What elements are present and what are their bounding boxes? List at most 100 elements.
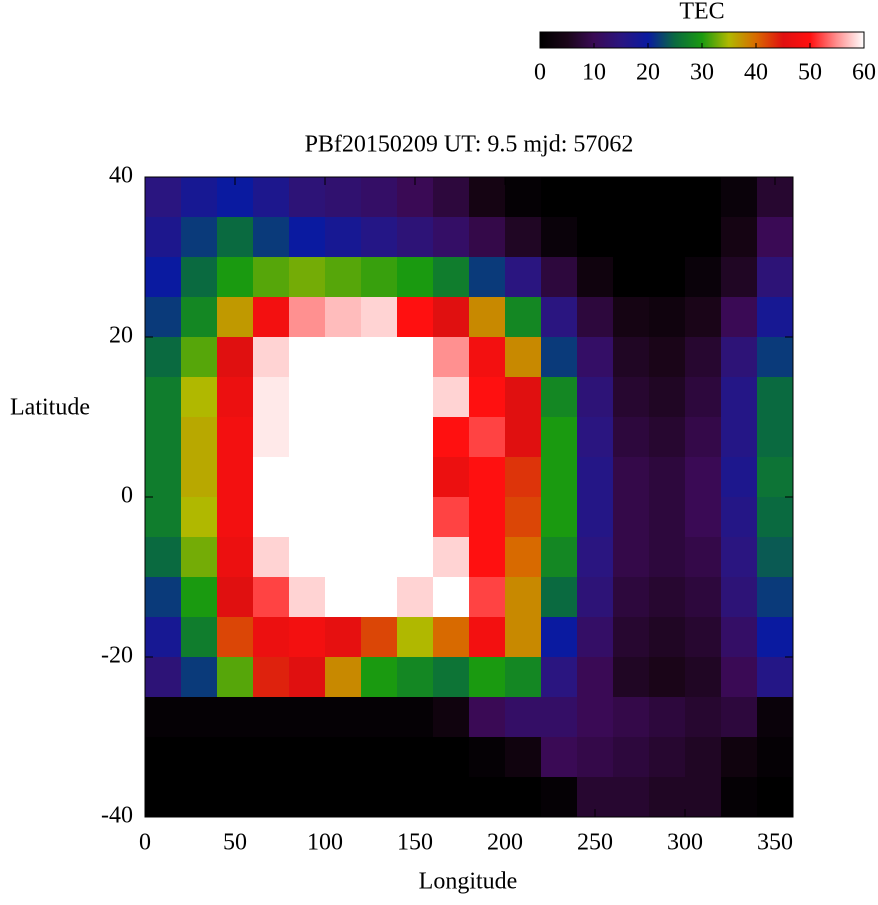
heatmap-cell [721, 657, 758, 698]
heatmap-cell [361, 537, 398, 578]
heatmap-cell [577, 217, 614, 258]
heatmap-cell [361, 257, 398, 298]
colorbar-tick-label: 40 [744, 60, 768, 86]
heatmap-cell [469, 457, 506, 498]
heatmap-cell [757, 657, 794, 698]
heatmap-cell [361, 217, 398, 258]
heatmap-cell [145, 657, 182, 698]
heatmap-cell [217, 377, 254, 418]
heatmap-cell [649, 497, 686, 538]
colorbar-tick-label: 10 [582, 60, 606, 86]
heatmap-cell [289, 377, 326, 418]
heatmap-cell [433, 737, 470, 778]
heatmap-cell [145, 257, 182, 298]
heatmap-cell [577, 657, 614, 698]
heatmap-cell [757, 297, 794, 338]
heatmap-cell [469, 657, 506, 698]
heatmap-cell [757, 337, 794, 378]
heatmap-cell [289, 577, 326, 618]
heatmap-cell [613, 617, 650, 658]
heatmap-cell [433, 657, 470, 698]
heatmap-cell [613, 377, 650, 418]
heatmap-cell [181, 657, 218, 698]
heatmap-cell [361, 377, 398, 418]
heatmap-cell [289, 417, 326, 458]
heatmap-cell [685, 537, 722, 578]
heatmap-cell [541, 457, 578, 498]
heatmap-cell [253, 217, 290, 258]
heatmap-cell [613, 337, 650, 378]
heatmap-cell [397, 497, 434, 538]
heatmap-cell [505, 257, 542, 298]
heatmap-cell [181, 537, 218, 578]
heatmap-cell [541, 257, 578, 298]
heatmap-cell [577, 537, 614, 578]
heatmap-cell [325, 217, 362, 258]
heatmap-cell [505, 417, 542, 458]
heatmap-cell [397, 697, 434, 738]
x-tick-label: 50 [223, 830, 247, 856]
heatmap-cell [505, 377, 542, 418]
heatmap-cell [361, 297, 398, 338]
heatmap-cell [541, 177, 578, 218]
heatmap-cell [577, 337, 614, 378]
heatmap-cell [649, 257, 686, 298]
heatmap-cell [433, 777, 470, 818]
heatmap-cell [685, 337, 722, 378]
heatmap-cell [145, 497, 182, 538]
heatmap-cell [541, 337, 578, 378]
heatmap-cell [649, 577, 686, 618]
heatmap-cell [541, 577, 578, 618]
heatmap-cell [289, 737, 326, 778]
heatmap-cell [757, 257, 794, 298]
heatmap-cell [325, 617, 362, 658]
heatmap-cell [649, 657, 686, 698]
heatmap-cell [397, 577, 434, 618]
heatmap-cell [541, 217, 578, 258]
heatmap-cell [685, 377, 722, 418]
heatmap-cell [289, 297, 326, 338]
heatmap-cell [217, 457, 254, 498]
heatmap-cell [289, 217, 326, 258]
colorbar-tick-label: 0 [534, 60, 546, 86]
heatmap-cell [181, 337, 218, 378]
colorbar-tick-label: 30 [690, 60, 714, 86]
y-tick-label: 20 [109, 323, 133, 349]
heatmap-cell [397, 737, 434, 778]
heatmap-cell [505, 577, 542, 618]
heatmap-cell [469, 217, 506, 258]
heatmap-cell [253, 777, 290, 818]
heatmap-cell [613, 177, 650, 218]
heatmap-cell [577, 617, 614, 658]
heatmap-cell [433, 177, 470, 218]
heatmap-cell [757, 497, 794, 538]
heatmap-cell [433, 337, 470, 378]
heatmap-cell [721, 337, 758, 378]
heatmap-cell [181, 217, 218, 258]
heatmap-cell [217, 697, 254, 738]
heatmap-cell [577, 697, 614, 738]
heatmap-cell [433, 217, 470, 258]
x-tick-label: 0 [139, 830, 151, 856]
heatmap-cell [541, 737, 578, 778]
heatmap-cell [217, 537, 254, 578]
heatmap-cell [181, 737, 218, 778]
heatmap-cell [361, 457, 398, 498]
heatmap-cell [721, 617, 758, 658]
heatmap-cell [397, 537, 434, 578]
heatmap-cell [325, 377, 362, 418]
heatmap-cell [469, 177, 506, 218]
heatmap-cell [757, 577, 794, 618]
heatmap-cell [505, 337, 542, 378]
heatmap-cell [649, 737, 686, 778]
heatmap-cell [505, 217, 542, 258]
heatmap-cell [649, 177, 686, 218]
heatmap-cell [613, 537, 650, 578]
heatmap-cell [325, 177, 362, 218]
heatmap-cell [649, 217, 686, 258]
heatmap-cell [361, 417, 398, 458]
heatmap-cell [685, 297, 722, 338]
heatmap-cell [757, 377, 794, 418]
colorbar-tick-label: 20 [636, 60, 660, 86]
heatmap-cell [541, 497, 578, 538]
